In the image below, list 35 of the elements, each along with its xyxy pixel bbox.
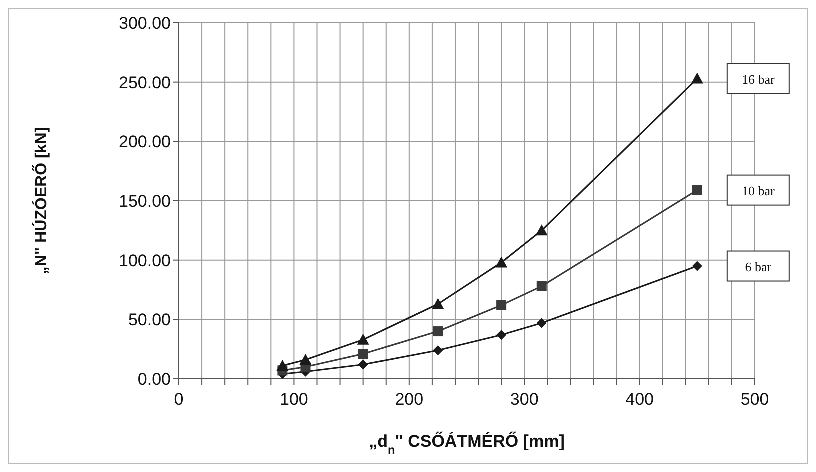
x-tick-label: 300 (510, 390, 539, 409)
x-tick-label: 0 (174, 390, 184, 409)
y-tick-label: 150.00 (119, 192, 171, 212)
point (536, 318, 547, 328)
y-tick-label: 100.00 (119, 251, 171, 270)
y-tick-label: 0.00 (138, 370, 171, 390)
point (692, 185, 702, 196)
point (300, 354, 312, 366)
point (496, 330, 507, 340)
point (536, 281, 547, 292)
x-tick-label: 500 (740, 390, 770, 409)
y-tick-label: 50.00 (128, 310, 171, 330)
x-tick-label: 100 (280, 390, 308, 409)
x-axis-title: „d$_{n}$" CSŐÁTMÉRŐ [mm] (369, 431, 565, 457)
point (276, 360, 289, 371)
point (358, 360, 368, 370)
y-tick-label: 200.00 (119, 132, 171, 152)
point (496, 300, 507, 310)
point (358, 349, 368, 360)
point (692, 261, 702, 272)
x-tick-label: 400 (626, 390, 654, 409)
point (536, 224, 548, 236)
x-tick-label: 200 (395, 390, 424, 409)
point (433, 326, 444, 337)
text: 16 bar (742, 72, 776, 87)
y-tick-label: 250.00 (119, 73, 171, 92)
point (433, 346, 444, 356)
text: 6 bar (745, 259, 772, 274)
point (691, 72, 704, 84)
y-axis-title: „N" HÚZÓERŐ [kN] (32, 127, 51, 275)
text: 10 bar (742, 183, 776, 198)
point (357, 334, 370, 345)
y-tick-label: 300.00 (119, 14, 171, 34)
point (432, 298, 444, 310)
point (496, 256, 508, 268)
